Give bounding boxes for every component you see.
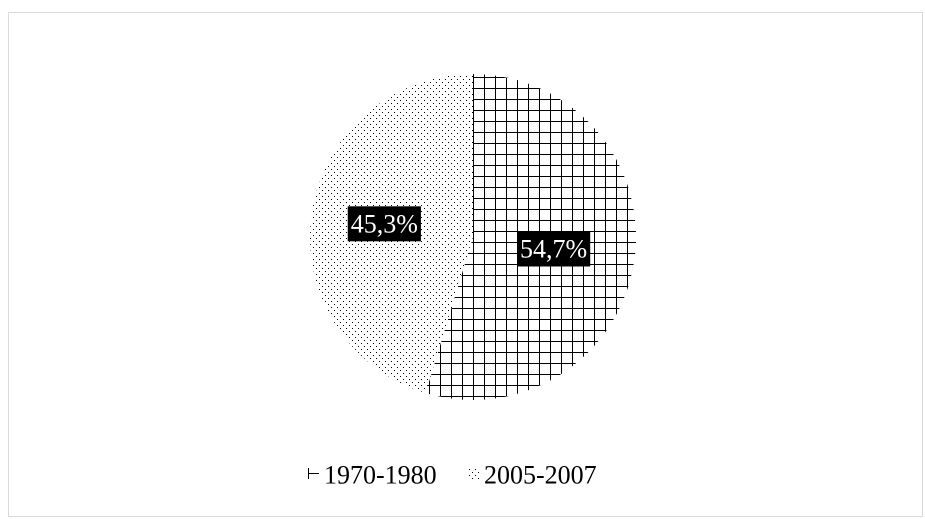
data-label-box-1970-1980	[517, 231, 591, 267]
legend-label-2005-2007: 2005-2007	[484, 461, 597, 490]
data-label-box-2005-2007	[347, 206, 421, 242]
legend-swatch-2005-2007	[468, 468, 479, 479]
legend-label-1970-1980: 1970-1980	[324, 461, 437, 490]
legend-item-2005-2007: 2005-2007	[468, 461, 597, 490]
data-label-1970-1980: 54,7%	[520, 234, 587, 263]
legend-item-1970-1980: 1970-1980	[308, 461, 437, 490]
legend-swatch-1970-1980	[308, 468, 319, 479]
data-label-2005-2007: 45,3%	[351, 209, 418, 238]
